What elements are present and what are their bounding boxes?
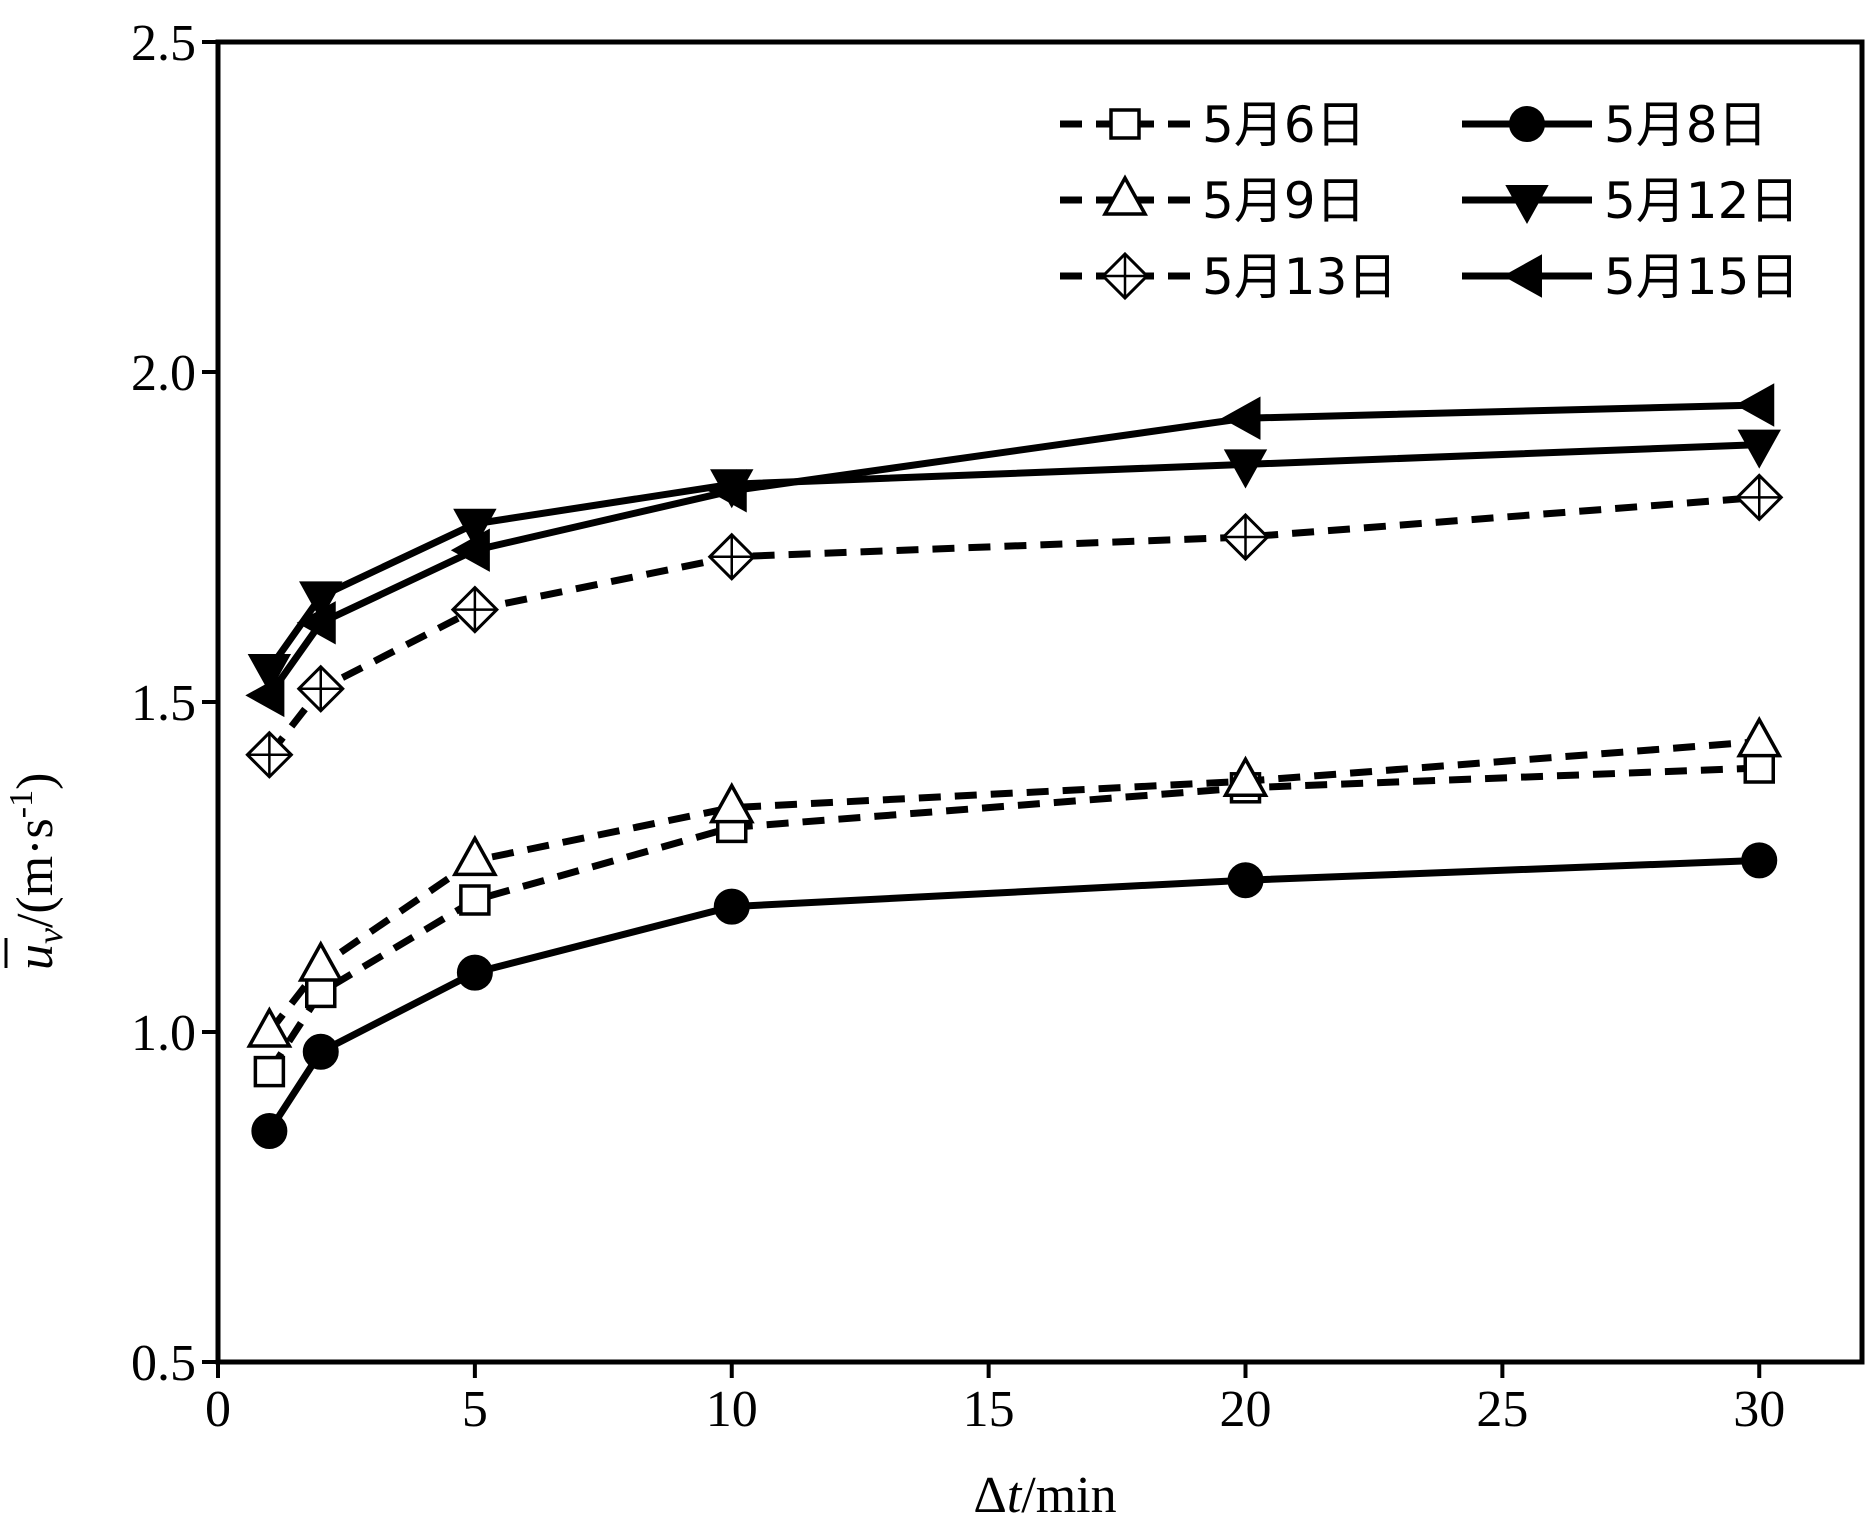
data-point xyxy=(253,1055,286,1088)
legend-item-6: 5月15日 xyxy=(1462,248,1799,306)
data-point xyxy=(251,1113,288,1149)
data-point xyxy=(299,581,343,621)
data-point xyxy=(245,730,294,779)
legend-label: 5月6日 xyxy=(1202,96,1366,154)
x-tick-label: 0 xyxy=(205,1381,231,1438)
x-tick-label: 10 xyxy=(706,1381,758,1438)
data-point xyxy=(459,884,491,916)
y-tick-label: 2.5 xyxy=(131,15,196,72)
y-tick-label: 1.0 xyxy=(131,1005,196,1062)
legend-label: 5月13日 xyxy=(1202,248,1397,306)
series-6 xyxy=(245,383,1775,718)
legend-item-2: 5月8日 xyxy=(1462,96,1768,154)
legend: 5月6日 5月8日 5月9日 5月12日 5月13日 5月15日 xyxy=(1060,96,1799,306)
x-tick-label: 30 xyxy=(1733,1381,1785,1438)
data-point xyxy=(450,585,499,634)
data-point xyxy=(1221,512,1270,562)
y-axis-title: uv/(m·s-1) xyxy=(3,773,70,970)
x-axis-title: Δt/min xyxy=(973,1467,1116,1523)
series-line xyxy=(266,856,1760,1133)
series-2 xyxy=(251,842,1778,1149)
series-layer xyxy=(245,383,1784,1149)
data-point xyxy=(1741,842,1778,879)
legend-marker xyxy=(1502,254,1542,298)
data-point xyxy=(1743,752,1775,784)
data-point xyxy=(1737,429,1781,469)
series-line xyxy=(266,493,1760,757)
data-point xyxy=(296,664,345,713)
data-point xyxy=(296,601,336,645)
series-line xyxy=(266,764,1760,1074)
data-point xyxy=(1736,715,1783,758)
legend-label: 5月12日 xyxy=(1604,172,1799,230)
data-point xyxy=(1735,383,1775,427)
data-point xyxy=(1227,862,1264,899)
series-3 xyxy=(246,715,1783,1048)
x-tick-label: 25 xyxy=(1476,1381,1528,1438)
data-point xyxy=(707,469,747,513)
data-point xyxy=(1735,473,1784,522)
series-4 xyxy=(247,429,1781,694)
series-1 xyxy=(253,752,1775,1088)
data-point xyxy=(305,976,337,1009)
data-point xyxy=(302,1033,339,1070)
legend-item-1: 5月6日 xyxy=(1060,96,1366,154)
x-axis-title-prefix: Δ xyxy=(973,1467,1006,1523)
data-point xyxy=(451,834,498,877)
data-point xyxy=(247,654,292,694)
data-point xyxy=(1222,755,1269,797)
data-point xyxy=(707,532,756,581)
series-line xyxy=(266,441,1760,672)
y-tick-label: 0.5 xyxy=(131,1335,196,1392)
legend-item-5: 5月13日 xyxy=(1060,248,1397,306)
legend-marker xyxy=(1505,185,1549,225)
x-tick-label: 15 xyxy=(963,1381,1015,1438)
data-point xyxy=(453,508,497,548)
series-line xyxy=(266,401,1760,698)
data-point xyxy=(1223,449,1268,489)
data-point xyxy=(1221,396,1261,440)
y-tick-label: 1.5 xyxy=(131,675,196,732)
axes-layer: 0 5 10 15 20 25 30 0.5 1.0 1.5 2.0 2.5 xyxy=(131,15,1865,1438)
legend-label: 5月9日 xyxy=(1202,172,1366,230)
x-axis-title-suffix: /min xyxy=(1021,1467,1116,1523)
data-point xyxy=(245,673,285,718)
data-point xyxy=(450,528,490,572)
legend-marker xyxy=(1100,251,1150,301)
legend-marker xyxy=(1509,106,1545,142)
legend-item-4: 5月12日 xyxy=(1462,172,1799,230)
legend-label: 5月8日 xyxy=(1604,96,1768,154)
y-axis-title-unit-close: ) xyxy=(7,773,64,790)
legend-marker xyxy=(1109,108,1141,140)
series-line xyxy=(266,738,1760,1035)
y-axis-title-var: u xyxy=(7,944,64,970)
y-axis-title-sub: v xyxy=(30,928,70,944)
legend-label: 5月15日 xyxy=(1604,248,1799,306)
series-5 xyxy=(245,473,1784,779)
svg-text:uv/(m·s-1): uv/(m·s-1) xyxy=(3,773,70,970)
plot-frame xyxy=(215,39,1865,1365)
data-point xyxy=(456,954,493,991)
x-tick-label: 20 xyxy=(1220,1381,1272,1438)
data-point xyxy=(713,888,750,925)
y-tick-label: 2.0 xyxy=(131,345,196,402)
data-point xyxy=(246,1006,293,1048)
x-axis-title-var: t xyxy=(1007,1467,1023,1523)
data-point xyxy=(708,781,755,824)
legend-marker xyxy=(1102,174,1148,216)
y-axis-title-unit: /(m·s xyxy=(7,818,64,928)
x-tick-label: 5 xyxy=(462,1381,488,1438)
legend-item-3: 5月9日 xyxy=(1060,172,1366,230)
y-axis-title-unit-sup: -1 xyxy=(3,790,40,818)
data-point xyxy=(297,940,344,982)
